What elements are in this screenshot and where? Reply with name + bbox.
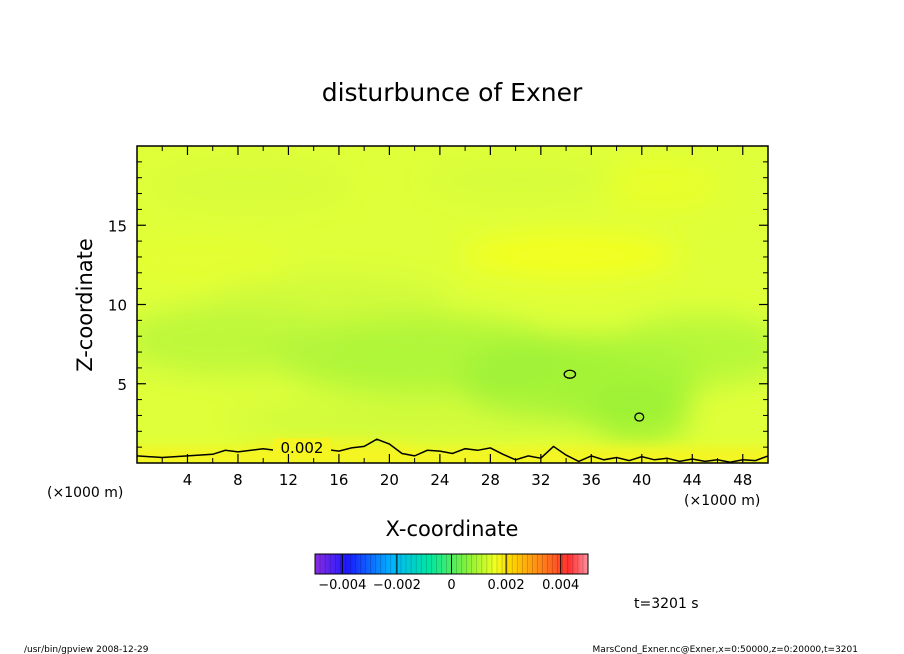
x-tick-label: 40 <box>632 471 651 489</box>
colorbar-tick-label: 0.004 <box>542 578 579 593</box>
x-tick-label: 36 <box>582 471 601 489</box>
heatmap-field <box>137 146 768 463</box>
contour-label-bg <box>273 438 331 456</box>
x-tick-label: 16 <box>329 471 348 489</box>
x-tick-label: 8 <box>233 471 243 489</box>
x-tick-label: 32 <box>531 471 550 489</box>
y-tick-label: 15 <box>108 217 127 235</box>
footer-left: /usr/bin/gpview 2008-12-29 <box>24 645 149 654</box>
mid-region <box>420 160 620 200</box>
colorbar-tick-label: 0 <box>447 578 455 593</box>
colorbar-stripes <box>319 554 584 574</box>
colorbar-tick-label: 0.002 <box>487 578 524 593</box>
x-unit-left: (×1000 m) <box>47 485 123 501</box>
contour-loop <box>563 369 577 379</box>
mid-region <box>230 400 570 440</box>
y-axis-title: Z-coordinate <box>73 238 97 372</box>
low-region <box>590 385 690 445</box>
low-region <box>210 275 450 325</box>
colorbar-tick-label: −0.002 <box>373 578 421 593</box>
high-region <box>137 235 290 285</box>
footer-right: MarsCond_Exner.nc@Exner,x=0:50000,z=0:20… <box>593 645 858 654</box>
x-axis: 4 8 12 16 20 24 28 32 36 40 44 48 <box>161 146 752 489</box>
colorbar: −0.004 −0.002 0 0.002 0.004 <box>314 553 589 593</box>
colorbar-ticks: −0.004 −0.002 0 0.002 0.004 <box>318 554 579 593</box>
x-tick-label: 28 <box>481 471 500 489</box>
x-tick-label: 44 <box>683 471 702 489</box>
y-tick-label: 5 <box>117 376 127 394</box>
contour-loop <box>634 412 645 422</box>
field-blobs <box>137 160 768 445</box>
x-tick-label: 12 <box>279 471 298 489</box>
x-axis-title: X-coordinate <box>386 517 519 541</box>
colorbar-tick-label: −0.004 <box>318 578 366 593</box>
x-unit-right: (×1000 m) <box>684 493 760 509</box>
y-tick-label: 10 <box>108 297 127 315</box>
contour-loops <box>563 369 645 422</box>
x-tick-label: 48 <box>733 471 752 489</box>
x-tick-label: 4 <box>183 471 193 489</box>
mid-region <box>150 160 350 210</box>
x-tick-label: 20 <box>380 471 399 489</box>
y-axis: 5 10 15 <box>108 161 768 448</box>
high-region <box>460 233 680 277</box>
low-region <box>610 315 768 385</box>
contour-label: 0.002 <box>281 439 324 457</box>
x-tick-label: 24 <box>430 471 449 489</box>
high-region <box>600 160 720 210</box>
time-label: t=3201 s <box>634 596 699 612</box>
chart-title: disturbunce of Exner <box>322 78 583 107</box>
